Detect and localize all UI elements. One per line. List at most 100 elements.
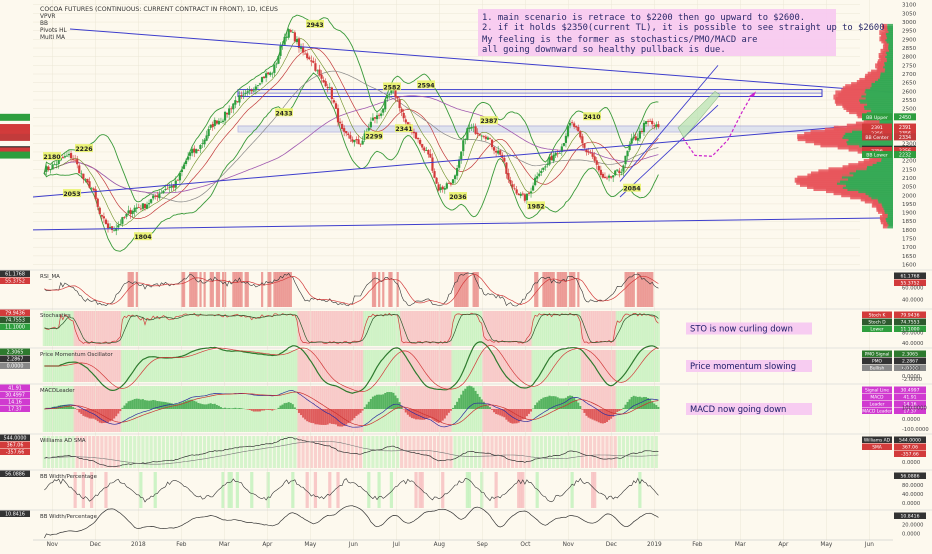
candle bbox=[633, 137, 635, 139]
panel-y-tick: 2.0000 bbox=[902, 366, 920, 372]
candle bbox=[563, 143, 565, 146]
left-value: 14.16 bbox=[8, 400, 22, 406]
candle bbox=[138, 207, 140, 208]
candle bbox=[113, 230, 115, 231]
candle bbox=[493, 147, 495, 150]
macd-histogram-bar bbox=[208, 404, 210, 409]
macd-histogram-bar bbox=[602, 409, 604, 423]
y-tick-label: 1850 bbox=[902, 219, 917, 225]
candle bbox=[417, 138, 419, 139]
candle bbox=[372, 118, 374, 121]
macd-histogram-bar bbox=[460, 395, 462, 409]
annotation-line-3: My feeling is the former as stochastics/… bbox=[482, 35, 757, 45]
candle bbox=[600, 170, 602, 175]
candle bbox=[290, 30, 292, 32]
candle bbox=[132, 211, 134, 214]
macd-histogram-bar bbox=[493, 409, 495, 412]
macd-histogram-bar bbox=[269, 409, 271, 410]
macd-histogram-bar bbox=[300, 409, 302, 415]
x-tick-label: Jul bbox=[392, 542, 400, 548]
y-tick-label: 3000 bbox=[902, 20, 917, 26]
candle bbox=[51, 164, 53, 169]
macd-histogram-bar bbox=[355, 409, 357, 416]
macd-histogram-bar bbox=[583, 409, 585, 413]
macd-histogram-bar bbox=[267, 409, 269, 410]
x-tick-label: Feb bbox=[176, 542, 187, 548]
right-legend-label: Signal Line bbox=[865, 388, 889, 394]
candle bbox=[362, 141, 364, 145]
candle bbox=[47, 167, 49, 170]
macd-histogram-bar bbox=[335, 409, 337, 425]
right-legend-label: Stoch K bbox=[869, 313, 886, 319]
left-value: 2.3065 bbox=[7, 350, 24, 356]
candle bbox=[524, 194, 526, 200]
candle bbox=[577, 127, 579, 131]
right-legend-label: Lower bbox=[870, 327, 883, 333]
macd-histogram-bar bbox=[345, 409, 347, 425]
candle bbox=[596, 160, 598, 164]
left-value: 0.0000 bbox=[7, 364, 24, 370]
macd-histogram-bar bbox=[60, 405, 62, 409]
macd-histogram-bar bbox=[649, 399, 651, 409]
candle bbox=[212, 124, 214, 127]
macd-histogram-bar bbox=[290, 403, 292, 409]
macd-histogram-bar bbox=[76, 409, 78, 410]
candle bbox=[384, 99, 386, 109]
panel-y-tick: 40.0000 bbox=[902, 341, 923, 347]
macd-histogram-bar bbox=[89, 409, 91, 418]
candle bbox=[150, 199, 152, 203]
annotation-box: 1. main scenario is retrace to $2200 the… bbox=[478, 9, 885, 56]
candle bbox=[327, 87, 329, 88]
macd-histogram-bar bbox=[101, 409, 103, 423]
macd-histogram-bar bbox=[567, 396, 569, 409]
x-tick-label: May bbox=[304, 542, 317, 548]
candle bbox=[477, 133, 479, 134]
candle bbox=[569, 123, 571, 125]
candle bbox=[546, 164, 548, 165]
candle bbox=[226, 113, 228, 115]
panel-y-tick: 0.0000 bbox=[902, 501, 920, 507]
macd-histogram-bar bbox=[251, 409, 253, 411]
macd-histogram-bar bbox=[288, 402, 290, 409]
macd-histogram-bar bbox=[440, 409, 442, 422]
macd-histogram-bar bbox=[134, 399, 136, 409]
candle bbox=[251, 90, 253, 92]
candle bbox=[427, 150, 429, 154]
candle bbox=[553, 155, 555, 162]
candle bbox=[370, 122, 372, 128]
candle bbox=[511, 184, 513, 187]
panel-note: MACD now going down bbox=[690, 404, 786, 414]
candle bbox=[236, 101, 238, 102]
right-value: 74.7553 bbox=[901, 320, 920, 326]
y-tick-label: 2000 bbox=[902, 193, 917, 199]
macd-histogram-bar bbox=[392, 393, 394, 409]
candle bbox=[614, 171, 616, 176]
candle bbox=[368, 128, 370, 131]
candle bbox=[156, 196, 158, 198]
macd-histogram-bar bbox=[563, 398, 565, 409]
candle bbox=[376, 115, 378, 119]
right-legend-label: MACD Leader bbox=[862, 409, 892, 415]
macd-histogram-bar bbox=[466, 386, 468, 409]
candle bbox=[534, 178, 536, 185]
macd-histogram-bar bbox=[370, 399, 372, 409]
macd-histogram-bar bbox=[286, 403, 288, 409]
candle bbox=[450, 183, 452, 184]
candle bbox=[232, 104, 234, 110]
y-tick-label: 2150 bbox=[902, 167, 917, 173]
macd-histogram-bar bbox=[446, 409, 448, 415]
macd-histogram-bar bbox=[468, 386, 470, 409]
candle bbox=[380, 114, 382, 116]
candle bbox=[240, 95, 242, 96]
candle bbox=[253, 91, 255, 92]
macd-histogram-bar bbox=[167, 403, 169, 409]
candle bbox=[454, 175, 456, 179]
macd-histogram-bar bbox=[456, 402, 458, 409]
candle bbox=[197, 150, 199, 151]
macd-histogram-bar bbox=[206, 404, 208, 409]
macd-histogram-bar bbox=[314, 409, 316, 424]
macd-histogram-bar bbox=[382, 394, 384, 409]
pivot-label: 2433 bbox=[275, 110, 292, 117]
macd-histogram-bar bbox=[282, 405, 284, 409]
macd-histogram-bar bbox=[150, 400, 152, 409]
